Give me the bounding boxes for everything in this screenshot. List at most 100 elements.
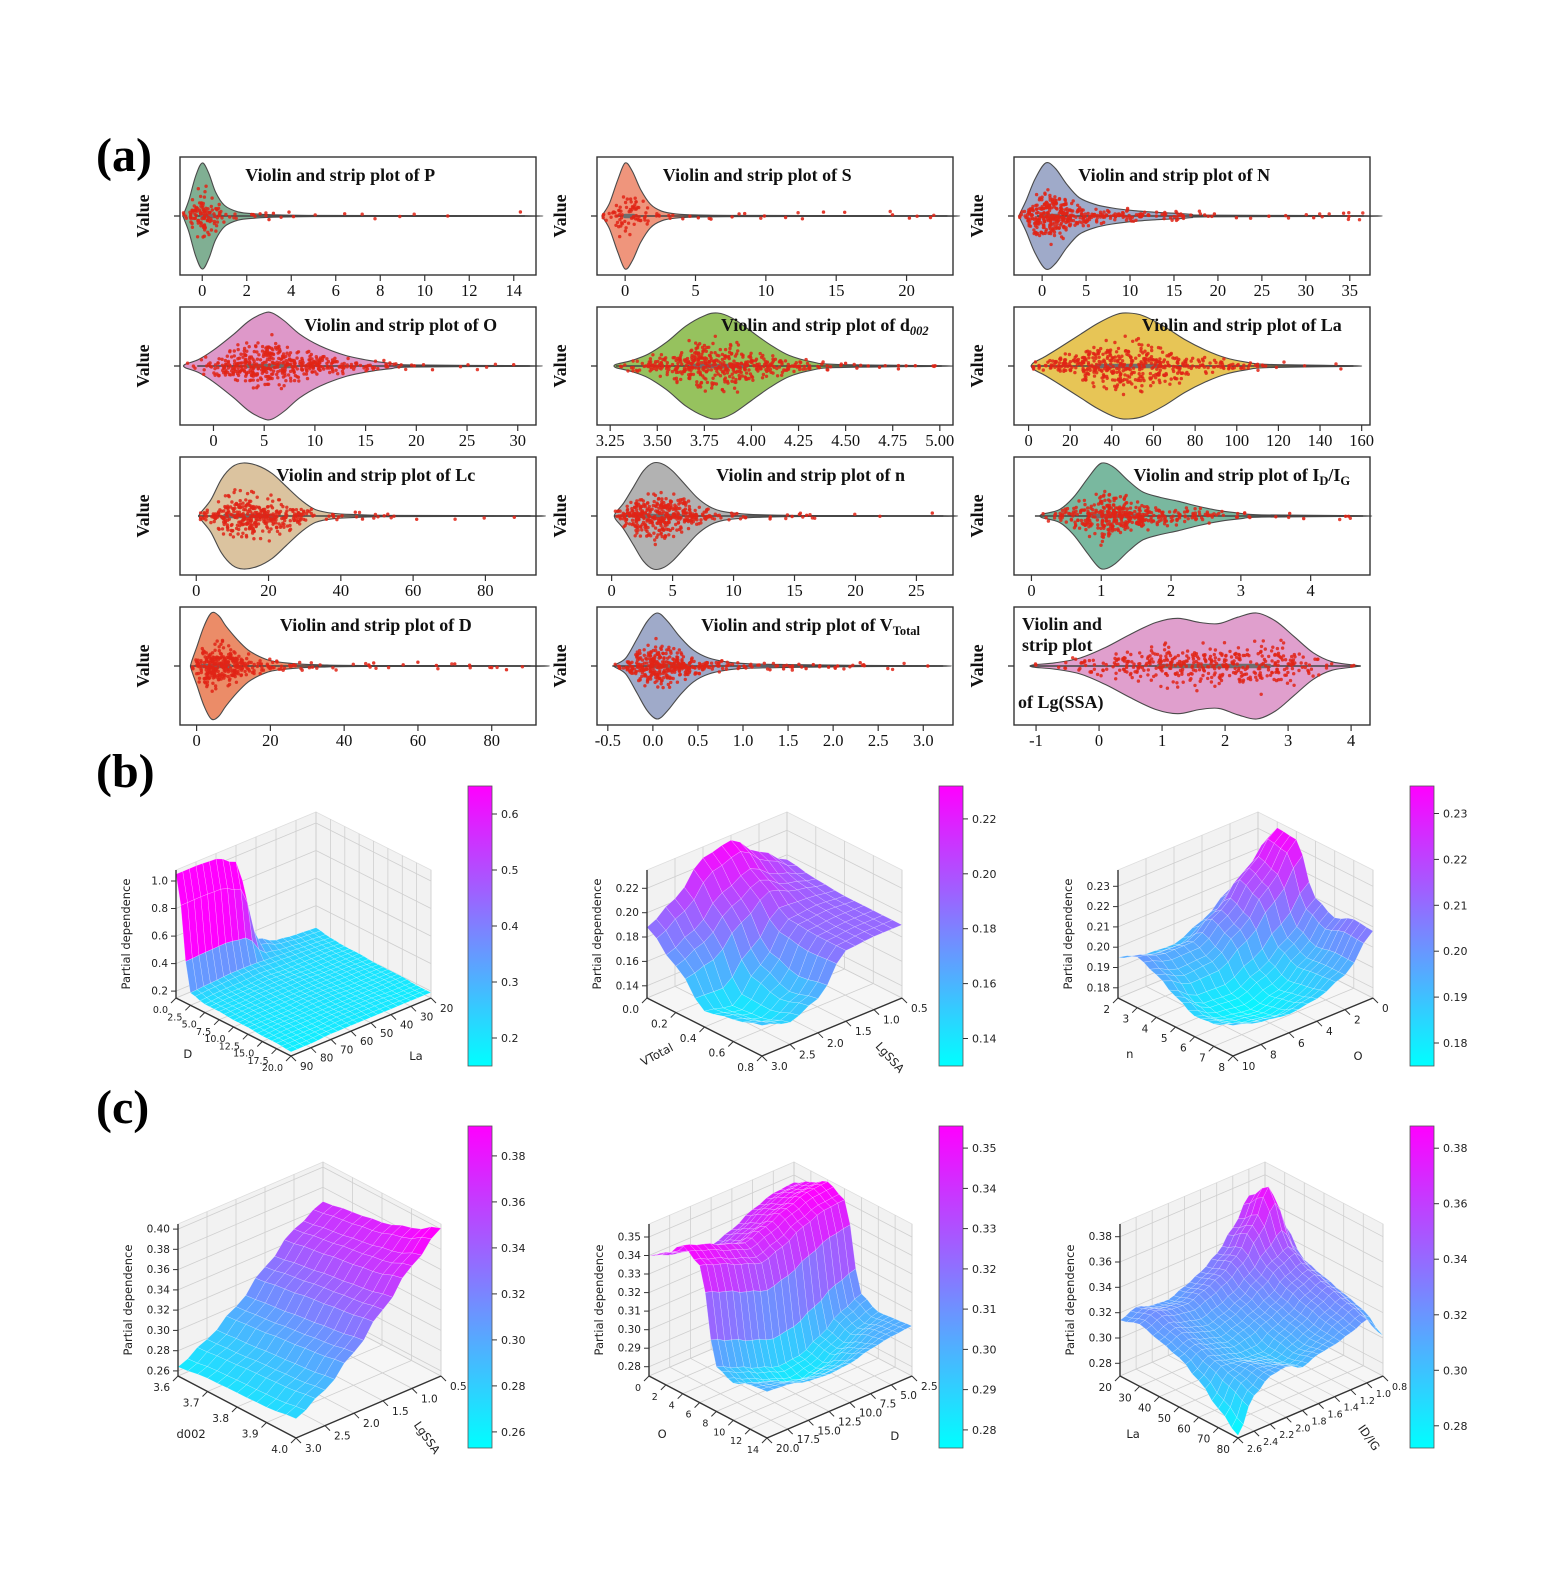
x-tick-label: 60	[410, 731, 427, 750]
axis-right-tick: 1.0	[883, 1015, 900, 1027]
colorbar-tick: 0.33	[972, 1223, 997, 1236]
axis-left-tick: 20	[1099, 1382, 1112, 1394]
colorbar-tick: 0.28	[972, 1424, 997, 1437]
colorbar	[938, 785, 964, 1067]
axis-left-tick: 10	[713, 1427, 725, 1438]
violin-plot-P: Value 0 2 4 6 8 10 12 14 Violin and strip plot of…	[134, 156, 544, 300]
axis-right-tick: 4	[1326, 1026, 1333, 1038]
axis-left-tick: 3	[1122, 1014, 1129, 1026]
strip-points	[181, 184, 523, 239]
axis-right-tick: 1.5	[855, 1026, 872, 1038]
x-tick-label: 2.5	[868, 731, 889, 750]
x-tick-label: 35	[1342, 281, 1359, 300]
x-tick-label: 120	[1266, 431, 1291, 450]
axis-right-tick: 2.4	[1263, 1437, 1278, 1448]
z-tick: 0.34	[147, 1284, 171, 1296]
strip-points	[198, 488, 516, 543]
surface-plot-pdp-d002-LgSSA: 4.0 3.9 3.8 3.7 3.6 3.0 2.5 2.0 1.5 1.0 0.5 0.26 0.2…	[121, 1125, 526, 1457]
x-tick-label: 14	[506, 281, 523, 300]
z-tick: 0.6	[151, 931, 168, 943]
axis-right-tick: 1.5	[392, 1406, 409, 1418]
colorbar-tick: 0.19	[1443, 991, 1468, 1004]
axis-left-tick: 0.8	[737, 1062, 754, 1074]
panel-c-label: (c)	[96, 1081, 150, 1134]
axis-left-tick: 6	[686, 1410, 692, 1421]
axis-left-label: O	[658, 1427, 667, 1441]
axis-left-tick: 0.4	[680, 1033, 697, 1045]
axis-left-tick: 0.0	[622, 1004, 639, 1016]
z-axis-label: Partial dependence	[590, 879, 604, 990]
axis-right-tick: 90	[300, 1061, 313, 1073]
colorbar-tick: 0.38	[1443, 1142, 1468, 1155]
colorbar-tick: 0.34	[501, 1242, 526, 1255]
x-tick-label: 20	[408, 431, 425, 450]
axis-left-tick: 0.2	[651, 1019, 668, 1031]
plot-title: Violin and strip plot of ID/IG	[1134, 465, 1351, 488]
y-axis-label: Value	[968, 344, 987, 387]
axis-right-tick: 10.0	[859, 1408, 882, 1420]
z-axis-label: Partial dependence	[592, 1245, 606, 1356]
z-tick: 0.32	[618, 1287, 641, 1299]
strip-points	[613, 636, 930, 690]
z-tick: 0.40	[147, 1224, 170, 1236]
colorbar-tick: 0.18	[972, 923, 997, 936]
axis-right-tick: 2.0	[363, 1418, 380, 1430]
violin-plot-S: Value 0 5 10 15 20 Violin and strip plot of S	[551, 156, 961, 300]
axis-left-tick: 70	[1197, 1434, 1210, 1446]
x-tick-label: 5.00	[925, 431, 954, 450]
colorbar-tick: 0.36	[1443, 1198, 1468, 1211]
colorbar-tick: 0.6	[501, 808, 519, 821]
axis-left-tick: 12	[730, 1436, 742, 1447]
axis-left-tick: 2	[1103, 1004, 1110, 1016]
axis-right-tick: 12.5	[838, 1416, 861, 1428]
plot-title: of Lg(SSA)	[1018, 692, 1104, 713]
x-tick-label: 3.0	[913, 731, 934, 750]
axis-right-tick: 20	[440, 1003, 453, 1015]
axis-right-tick: 6	[1298, 1038, 1305, 1050]
x-tick-label: 40	[1104, 431, 1121, 450]
strip-points	[618, 334, 937, 394]
z-tick: 0.36	[147, 1264, 171, 1276]
x-tick-label: 0	[1024, 431, 1032, 450]
x-tick-label: 3.75	[690, 431, 719, 450]
x-tick-label: 60	[1145, 431, 1162, 450]
axis-left-label: n	[1126, 1047, 1133, 1061]
axis-left-tick: 17.5	[247, 1056, 268, 1067]
surface-plot-pdp-D-La: 20.017.515.012.510.07.55.02.50.0 90 80 70 60…	[119, 785, 519, 1074]
x-tick-label: 0	[608, 581, 616, 600]
x-tick-label: 1.5	[778, 731, 799, 750]
violin-plot-D: Value 0 20 40 60 80 Violin and strip plot of D	[134, 606, 550, 750]
x-tick-label: 4	[287, 281, 295, 300]
surface-row-c: 4.0 3.9 3.8 3.7 3.6 3.0 2.5 2.0 1.5 1.0 0.5 0.26 0.2…	[116, 1100, 1521, 1494]
x-tick-label: 25	[459, 431, 476, 450]
z-tick: 0.38	[147, 1244, 170, 1256]
z-axis-label: Partial dependence	[121, 1245, 135, 1356]
plot-title: strip plot	[1022, 635, 1093, 655]
z-tick: 0.22	[1087, 901, 1110, 913]
colorbar-tick: 0.28	[1443, 1420, 1468, 1433]
x-tick-label: 80	[1187, 431, 1204, 450]
x-tick-label: 15	[786, 581, 803, 600]
strip-points	[1033, 638, 1356, 696]
axis-left-tick: 3.8	[212, 1413, 229, 1425]
z-tick: 0.36	[1089, 1257, 1113, 1269]
colorbar-tick: 0.14	[972, 1033, 997, 1046]
strip-points	[601, 195, 936, 239]
axis-left-tick: 4.0	[271, 1444, 288, 1456]
y-axis-label: Value	[134, 644, 153, 687]
x-tick-label: 5	[668, 581, 676, 600]
x-tick-label: -0.5	[595, 731, 621, 750]
x-tick-label: 6	[332, 281, 340, 300]
x-tick-label: 140	[1308, 431, 1333, 450]
axis-right-tick: 0.5	[450, 1381, 467, 1393]
x-tick-label: 4	[1307, 581, 1315, 600]
x-tick-label: 2	[1167, 581, 1175, 600]
axis-left-tick: 7.5	[196, 1027, 211, 1038]
y-axis-label: Value	[968, 194, 987, 237]
x-tick-label: 20	[260, 581, 277, 600]
axis-left-tick: 14	[747, 1445, 759, 1456]
colorbar-tick: 0.34	[1443, 1253, 1468, 1266]
axis-right-tick: 10	[1242, 1061, 1255, 1073]
